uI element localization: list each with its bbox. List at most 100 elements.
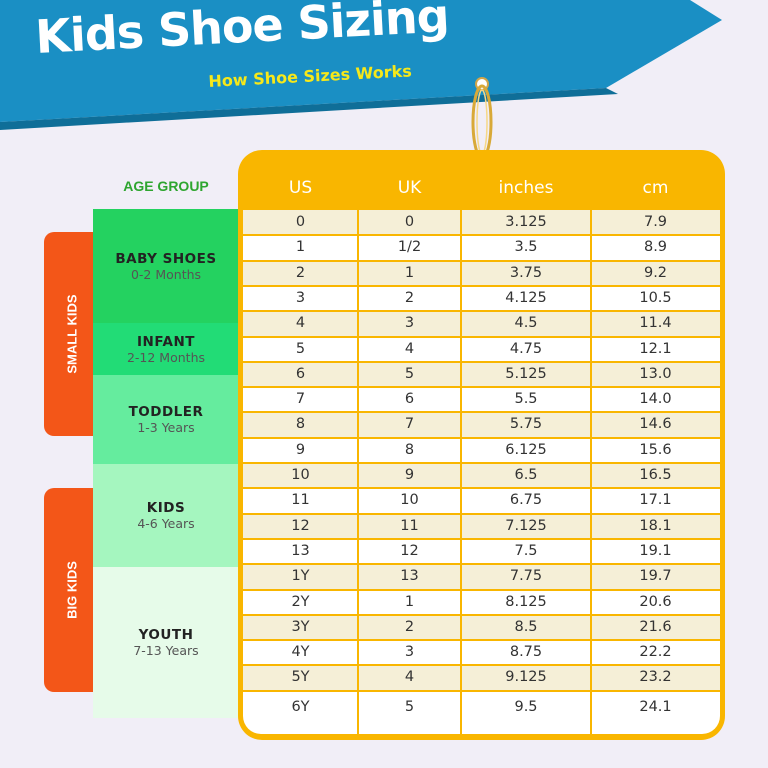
cell-us: 0 xyxy=(295,214,306,230)
size-table: 0 0 3.125 7.9 1 1/2 3.5 8.9 2 1 3.75 9.2 3 2 4.125 10.5… xyxy=(243,210,720,734)
age-band-infant: INFANT 2-12 Months xyxy=(93,323,239,375)
cell-uk: 4 xyxy=(404,340,415,357)
cell-inches: 6.125 xyxy=(505,441,547,458)
cell-us: 12 xyxy=(291,517,310,534)
banner-shape xyxy=(0,0,722,130)
table-row: 11 10 6.75 17.1 xyxy=(243,488,720,513)
cell-inches: 4.125 xyxy=(505,289,547,306)
cell-inches: 3.5 xyxy=(514,239,538,256)
cell-us: 5Y xyxy=(291,669,310,686)
cell-cm: 13.0 xyxy=(639,365,672,382)
cell-us: 2 xyxy=(295,264,306,281)
row-divider xyxy=(243,664,720,667)
table-row: 7 6 5.5 14.0 xyxy=(243,387,720,412)
age-band-toddler: TODDLER 1-3 Years xyxy=(93,375,239,464)
column-header-inches: inches xyxy=(498,178,554,198)
cell-uk: 9 xyxy=(404,467,415,483)
row-divider xyxy=(243,360,720,363)
cell-uk: 8 xyxy=(404,441,415,458)
age-band-name: YOUTH xyxy=(138,627,194,643)
cell-uk: 12 xyxy=(400,542,419,559)
cell-us: 11 xyxy=(291,492,310,509)
cell-cm: 23.2 xyxy=(639,669,672,686)
row-divider xyxy=(243,689,720,692)
column-header-us: US xyxy=(288,178,313,198)
table-row: 6 5 5.125 13.0 xyxy=(243,361,720,388)
cell-inches: 5.75 xyxy=(509,416,543,433)
cell-inches: 8.5 xyxy=(514,618,538,635)
cell-inches: 6.75 xyxy=(509,492,543,509)
cell-us: 1Y xyxy=(291,568,310,585)
cell-uk: 1 xyxy=(404,593,415,610)
cell-uk: 0 xyxy=(404,214,415,230)
table-row: 1Y 13 7.75 19.7 xyxy=(243,564,720,590)
cell-cm: 9.2 xyxy=(643,264,668,281)
cell-us: 1 xyxy=(295,239,306,256)
age-band-range: 7-13 Years xyxy=(133,643,199,658)
age-band-range: 1-3 Years xyxy=(137,420,195,435)
table-row: 2 1 3.75 9.2 xyxy=(243,260,720,286)
cell-uk: 3 xyxy=(404,644,415,661)
cell-cm: 12.1 xyxy=(639,340,672,357)
cell-inches: 3.125 xyxy=(505,214,547,230)
age-band-range: 0-2 Months xyxy=(130,266,202,282)
cell-cm: 18.1 xyxy=(639,517,672,534)
cell-cm: 20.6 xyxy=(639,593,672,610)
table-row: 0 0 3.125 7.9 xyxy=(243,210,720,236)
cell-us: 6 xyxy=(295,365,306,382)
cell-uk: 5 xyxy=(404,365,415,382)
table-row: 12 11 7.125 18.1 xyxy=(243,513,720,539)
cell-cm: 24.1 xyxy=(639,698,672,715)
cell-inches: 7.125 xyxy=(505,517,547,534)
big-kids-label: BIG KIDS xyxy=(64,561,80,619)
cell-cm: 15.6 xyxy=(639,441,672,458)
table-row: 13 12 7.5 19.1 xyxy=(243,539,720,564)
cell-uk: 13 xyxy=(400,568,419,585)
age-band-range: 2-12 Months xyxy=(126,349,206,365)
cell-cm: 10.5 xyxy=(639,289,672,306)
cell-cm: 19.7 xyxy=(639,568,672,585)
cell-inches: 5.125 xyxy=(505,365,547,382)
table-row: 5 4 4.75 12.1 xyxy=(243,337,720,362)
cell-uk: 4 xyxy=(404,669,415,686)
row-divider xyxy=(243,335,720,338)
cell-cm: 19.1 xyxy=(639,542,672,559)
cell-cm: 22.2 xyxy=(639,644,672,661)
age-band-youth: YOUTH 7-13 Years xyxy=(93,567,239,718)
cell-uk: 1/2 xyxy=(397,239,422,256)
age-band-name: BABY SHOES xyxy=(115,250,217,267)
big-kids-tab: BIG KIDS xyxy=(44,488,100,692)
row-divider xyxy=(243,512,720,515)
row-divider xyxy=(243,310,720,313)
row-divider xyxy=(243,613,720,616)
cell-us: 4 xyxy=(295,315,306,332)
cell-us: 9 xyxy=(295,441,306,458)
cell-inches: 4.75 xyxy=(509,340,543,357)
cell-cm: 17.1 xyxy=(639,492,672,509)
cell-inches: 8.125 xyxy=(505,593,547,610)
cell-uk: 2 xyxy=(404,618,415,635)
cell-inches: 9.125 xyxy=(505,669,547,686)
small-kids-tab: SMALL KIDS xyxy=(44,232,100,436)
row-divider xyxy=(243,639,720,642)
cell-inches: 6.5 xyxy=(514,467,538,483)
cell-uk: 10 xyxy=(400,492,419,509)
row-divider xyxy=(243,563,720,566)
cell-cm: 7.9 xyxy=(643,214,668,230)
cell-inches: 5.5 xyxy=(514,391,538,408)
row-divider xyxy=(243,462,720,464)
table-row: 6Y 5 9.5 24.1 xyxy=(243,691,720,727)
row-divider xyxy=(243,259,720,262)
table-row: 8 7 5.75 14.6 xyxy=(243,412,720,438)
cell-inches: 9.5 xyxy=(514,698,538,715)
table-row: 3 2 4.125 10.5 xyxy=(243,286,720,311)
age-band-range: 4-6 Years xyxy=(137,516,195,531)
table-row: 4 3 4.5 11.4 xyxy=(243,311,720,337)
age-band-name: TODDLER xyxy=(128,404,204,420)
cell-cm: 8.9 xyxy=(643,239,668,256)
cell-cm: 11.4 xyxy=(639,315,672,332)
age-band-name: INFANT xyxy=(137,333,195,350)
table-row: 9 8 6.125 15.6 xyxy=(243,438,720,463)
table-row: 4Y 3 8.75 22.2 xyxy=(243,640,720,665)
cell-us: 13 xyxy=(291,542,310,559)
